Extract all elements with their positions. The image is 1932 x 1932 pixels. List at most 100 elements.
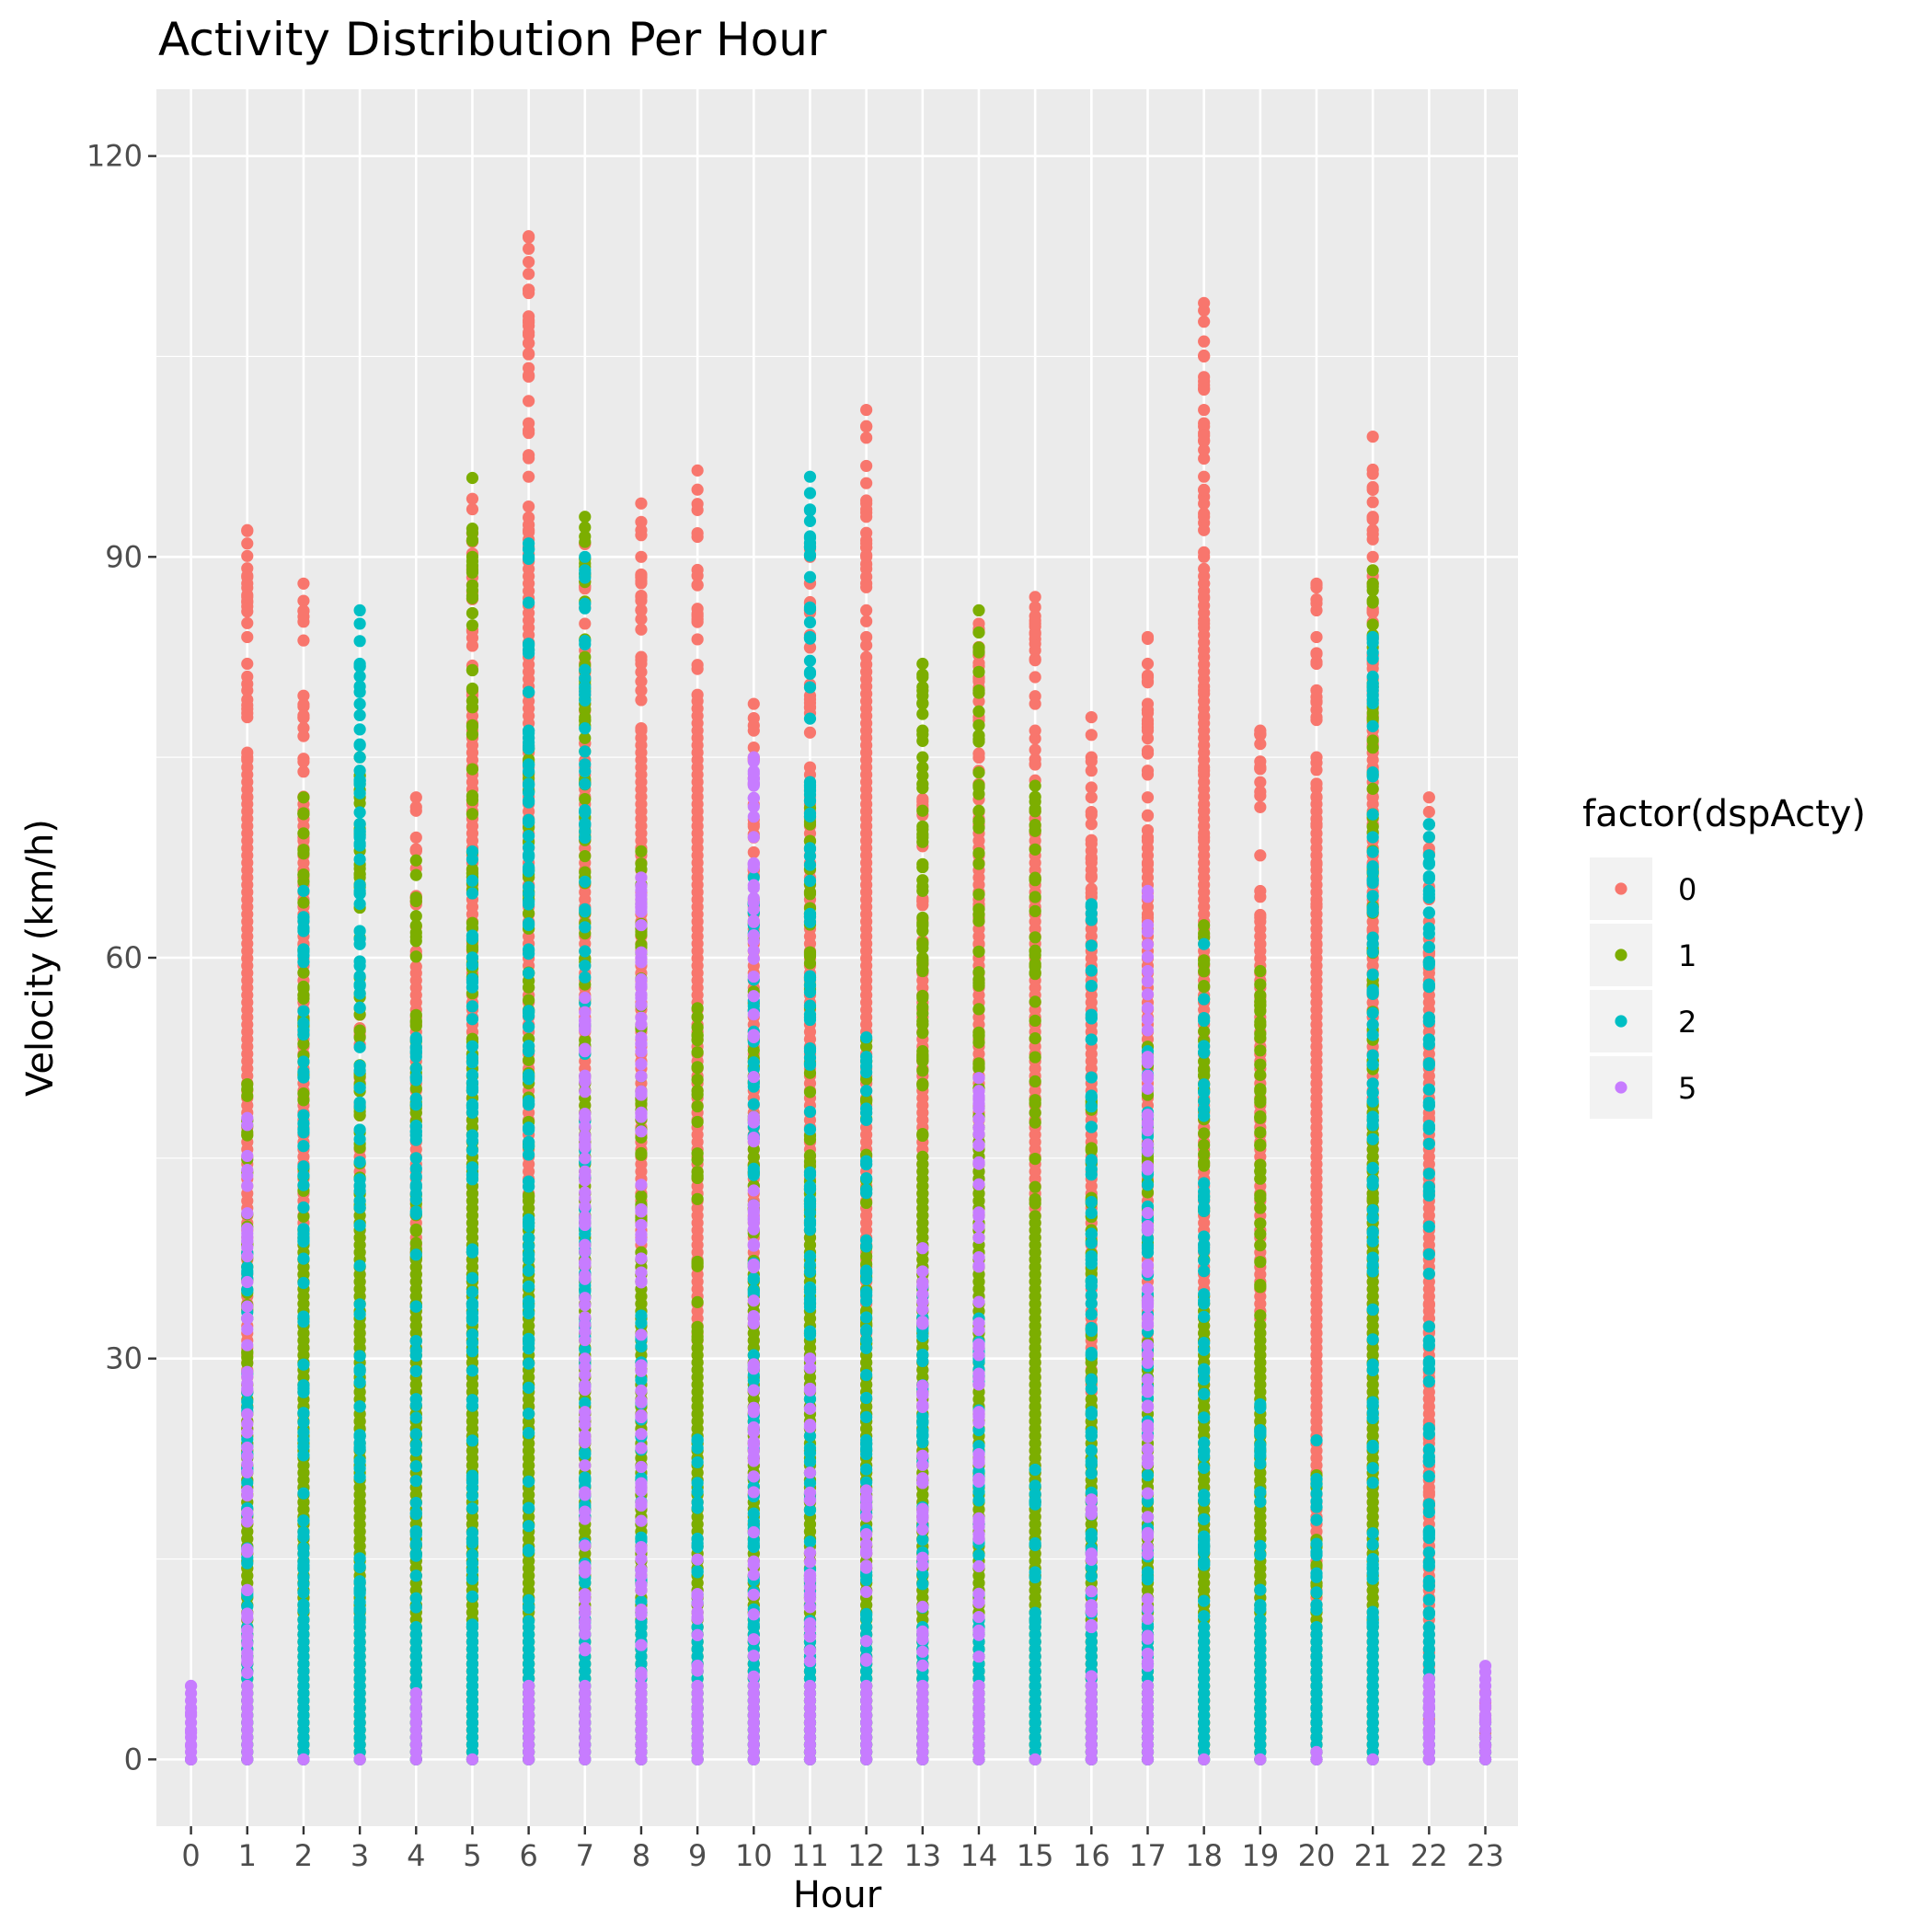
data-point-series-1 (972, 1003, 985, 1016)
data-point-series-0 (691, 633, 704, 646)
data-point-series-0 (241, 751, 254, 764)
data-point-series-0 (1422, 805, 1435, 819)
data-point-series-0 (1141, 831, 1155, 844)
data-point-series-0 (1198, 484, 1211, 497)
data-point-series-1 (466, 606, 479, 620)
data-point-series-0 (1198, 765, 1211, 777)
data-point-series-1 (691, 1073, 704, 1087)
data-point-series-0 (1366, 463, 1379, 477)
data-point-series-0 (1310, 777, 1323, 790)
data-point-series-0 (1254, 776, 1267, 788)
data-point-series-0 (523, 395, 535, 408)
data-point-series-1 (916, 1064, 929, 1077)
data-point-series-1 (466, 682, 479, 696)
data-point-series-1 (297, 807, 310, 821)
data-point-series-0 (1310, 898, 1323, 911)
data-point-series-1 (466, 579, 479, 592)
data-point-series-0 (1141, 657, 1155, 671)
data-point-series-0 (635, 657, 648, 671)
data-point-series-1 (579, 793, 592, 806)
data-point-series-0 (972, 617, 985, 630)
data-point-series-0 (241, 710, 254, 724)
data-point-series-0 (747, 724, 760, 737)
data-point-series-1 (579, 521, 592, 534)
data-point-series-0 (241, 670, 254, 684)
data-point-series-0 (860, 420, 873, 433)
data-point-series-1 (466, 719, 479, 731)
data-point-series-1 (916, 1129, 929, 1143)
data-point-series-0 (916, 792, 929, 806)
data-point-series-1 (297, 982, 310, 995)
data-point-series-0 (1029, 671, 1041, 684)
data-point-series-0 (1366, 511, 1379, 523)
data-point-series-0 (1141, 791, 1155, 804)
data-point-series-1 (409, 1015, 422, 1028)
data-point-series-0 (409, 791, 422, 804)
data-point-series-0 (860, 577, 873, 590)
data-point-series-0 (241, 605, 254, 618)
data-point-series-1 (579, 535, 592, 548)
data-point-series-0 (297, 604, 310, 617)
data-point-series-0 (1198, 871, 1211, 884)
data-point-series-0 (409, 845, 422, 857)
data-point-series-0 (691, 579, 704, 592)
data-point-series-0 (241, 537, 254, 550)
data-point-series-0 (523, 452, 535, 465)
data-point-series-0 (972, 695, 985, 707)
data-point-series-0 (1198, 296, 1211, 309)
data-point-series-0 (523, 500, 535, 513)
data-point-series-1 (297, 1038, 310, 1051)
data-point-series-1 (747, 1151, 760, 1164)
data-point-series-0 (1254, 762, 1267, 776)
data-point-series-0 (297, 765, 310, 778)
data-point-series-0 (1029, 627, 1041, 640)
data-point-series-0 (1141, 857, 1155, 870)
data-point-series-0 (1422, 1392, 1435, 1405)
data-point-series-0 (1254, 884, 1267, 898)
data-point-series-0 (1198, 684, 1211, 697)
data-point-series-1 (466, 592, 479, 604)
data-point-series-1 (691, 1084, 704, 1098)
data-point-series-0 (1085, 791, 1098, 804)
data-point-series-1 (691, 1255, 704, 1269)
data-point-series-1 (241, 1083, 254, 1096)
data-point-series-1 (297, 966, 310, 979)
data-point-series-0 (803, 726, 817, 739)
data-point-series-0 (1029, 758, 1041, 771)
minor-gridlines (156, 355, 1518, 1560)
data-point-series-0 (1085, 765, 1098, 777)
data-point-series-0 (297, 689, 310, 702)
data-point-series-0 (297, 577, 310, 590)
data-point-series-0 (803, 696, 817, 709)
scatter-points (185, 230, 1492, 1765)
data-point-series-0 (241, 684, 254, 697)
data-point-series-1 (409, 1223, 422, 1236)
data-point-series-0 (523, 523, 535, 536)
data-point-series-0 (860, 650, 873, 663)
data-point-series-0 (1141, 697, 1155, 710)
data-point-series-0 (1198, 591, 1211, 604)
data-point-series-1 (635, 1190, 648, 1202)
data-point-series-1 (297, 847, 310, 860)
data-point-series-1 (297, 1210, 310, 1223)
data-point-series-1 (691, 1115, 704, 1129)
data-point-series-0 (1310, 696, 1323, 709)
data-point-series-0 (1198, 470, 1211, 483)
data-point-series-1 (916, 761, 929, 774)
data-point-series-0 (1141, 809, 1155, 822)
data-point-series-0 (1366, 431, 1379, 443)
data-point-series-0 (1198, 644, 1211, 657)
data-point-series-1 (409, 910, 422, 923)
data-point-series-0 (635, 591, 648, 604)
data-point-series-0 (466, 502, 479, 516)
data-point-series-1 (466, 808, 479, 821)
data-point-series-0 (691, 688, 704, 701)
data-point-series-0 (1198, 335, 1211, 348)
data-point-series-0 (579, 617, 592, 630)
data-point-series-0 (241, 657, 254, 671)
data-point-series-1 (916, 1053, 929, 1067)
data-point-series-0 (1254, 785, 1267, 799)
data-point-series-0 (1085, 751, 1098, 764)
data-point-series-1 (691, 1010, 704, 1023)
data-point-series-0 (523, 283, 535, 296)
